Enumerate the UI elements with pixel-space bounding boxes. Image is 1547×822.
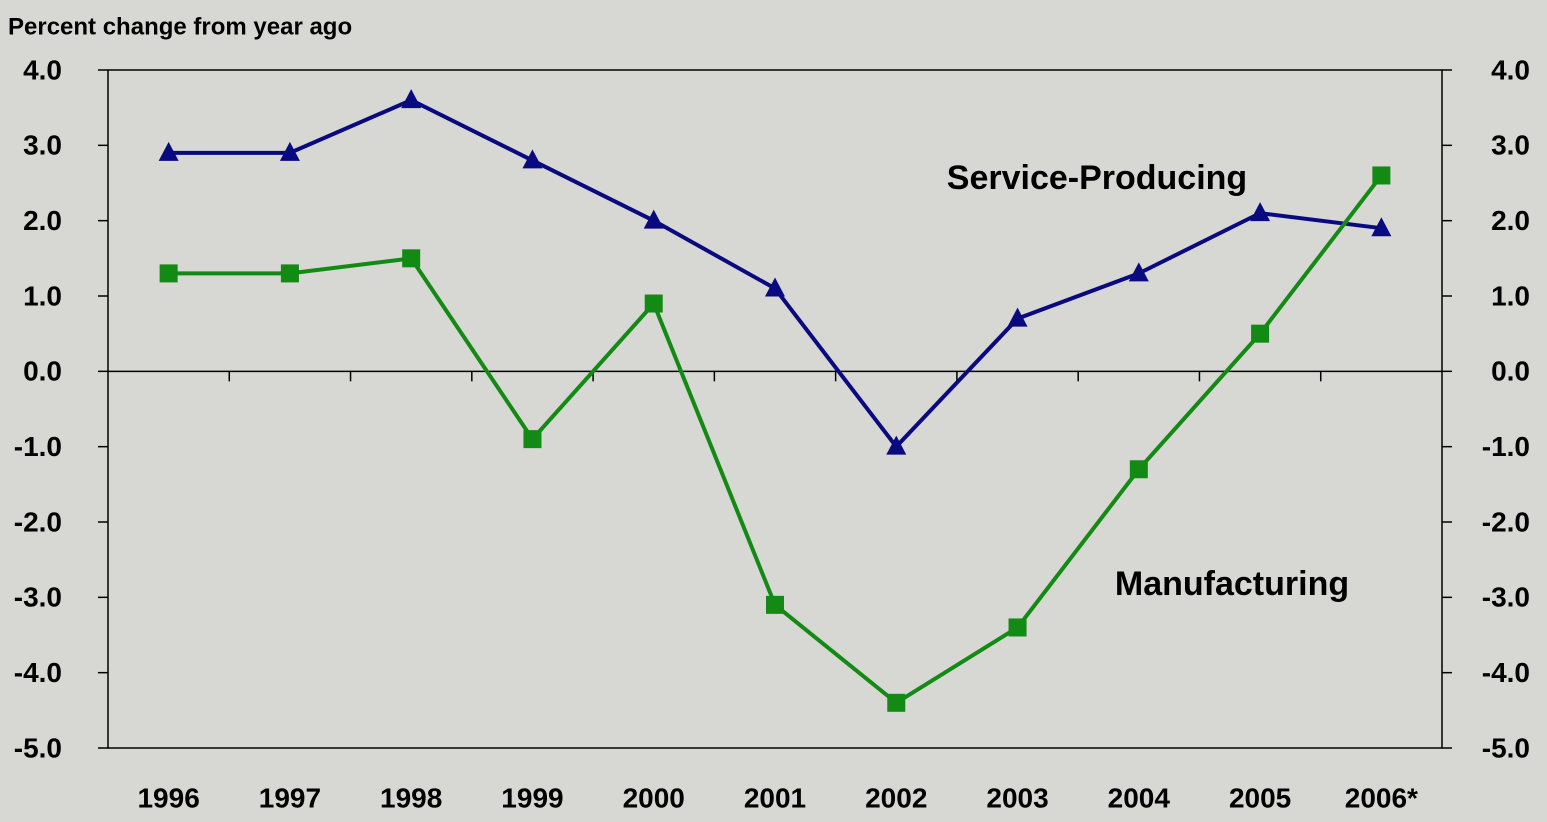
marker (765, 277, 785, 297)
y-tick-label: 1.0 (23, 280, 62, 311)
x-tick-label: 2006* (1345, 782, 1418, 813)
y2-tick-label: -3.0 (1482, 582, 1530, 613)
x-tick-label: 1997 (259, 782, 321, 813)
y-tick-label: 3.0 (23, 130, 62, 161)
y2-tick-label: -5.0 (1482, 732, 1530, 763)
y-tick-label: -4.0 (14, 657, 62, 688)
series-line (168, 97, 1382, 450)
x-tick-label: 2003 (986, 782, 1048, 813)
marker (279, 141, 300, 161)
marker (280, 264, 299, 283)
y2-tick-label: 3.0 (1491, 130, 1530, 161)
marker (1008, 618, 1027, 637)
marker (1007, 307, 1028, 327)
y-tick-label: -2.0 (14, 506, 62, 537)
x-tick-label: 1999 (501, 782, 563, 813)
series-label: Manufacturing (1115, 565, 1349, 603)
marker (1251, 324, 1270, 343)
x-tick-label: 2005 (1229, 782, 1291, 813)
marker (1372, 166, 1391, 185)
y-tick-label: -3.0 (14, 582, 62, 613)
x-tick-label: 1998 (380, 782, 442, 813)
marker (523, 430, 542, 449)
marker (158, 141, 179, 161)
x-tick-label: 2001 (744, 782, 806, 813)
y-tick-label: 0.0 (23, 356, 62, 387)
y-tick-label: -1.0 (14, 431, 62, 462)
marker (522, 149, 543, 169)
marker (886, 435, 907, 455)
marker (887, 693, 906, 712)
y-tick-label: 4.0 (23, 54, 62, 85)
marker (1250, 202, 1271, 222)
marker (1371, 217, 1392, 237)
y2-tick-label: 1.0 (1491, 280, 1530, 311)
y2-tick-label: 0.0 (1491, 356, 1530, 387)
marker (402, 249, 421, 268)
y2-tick-label: 2.0 (1491, 205, 1530, 236)
series-line (168, 174, 1383, 706)
y2-tick-label: -4.0 (1482, 657, 1530, 688)
marker (766, 595, 784, 614)
marker (159, 264, 178, 283)
marker (643, 209, 664, 229)
y-axis-label: Percent change from year ago (8, 13, 352, 40)
marker (1128, 262, 1149, 282)
x-tick-label: 2004 (1108, 782, 1171, 813)
x-tick-label: 1996 (137, 782, 199, 813)
y2-tick-label: -2.0 (1482, 506, 1530, 537)
y2-tick-label: -1.0 (1482, 431, 1530, 462)
x-tick-label: 2000 (623, 782, 685, 813)
x-tick-label: 2002 (865, 782, 927, 813)
plot-frame (107, 69, 1443, 749)
y2-tick-label: 4.0 (1491, 54, 1530, 85)
marker (401, 89, 422, 109)
y-tick-label: -5.0 (14, 732, 62, 763)
series-label: Service-Producing (947, 159, 1247, 197)
y-tick-label: 2.0 (23, 205, 62, 236)
marker (1129, 460, 1148, 479)
marker (644, 294, 663, 313)
